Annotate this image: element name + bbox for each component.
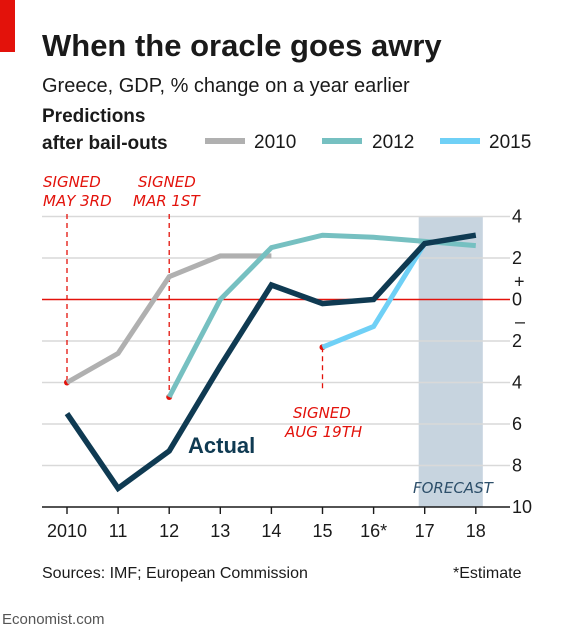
x-tick-label: 14	[261, 521, 281, 541]
x-tick-label: 2010	[47, 521, 87, 541]
y-tick-label: 2	[512, 331, 522, 351]
forecast-label: FORECAST	[413, 479, 495, 497]
y-tick-label: 6	[512, 414, 522, 434]
annotation-signed-2010-line2: MAY 3RD	[43, 192, 112, 210]
series-lines	[64, 232, 477, 493]
annotation-signed-2015-line1: SIGNED	[293, 404, 351, 422]
annotation-signed-2012-line2: MAR 1ST	[133, 192, 201, 210]
x-axis-ticks: 2010 11 12 13 14 15 16* 17 18	[47, 507, 486, 541]
x-tick-label: 17	[415, 521, 435, 541]
y-sign-minus: –	[515, 312, 525, 332]
actual-series-label: Actual	[188, 433, 255, 458]
y-axis-ticks: 4 2 0 2 4 6 8 10 + –	[512, 207, 532, 518]
y-sign-plus: +	[514, 272, 525, 292]
x-tick-label: 18	[466, 521, 486, 541]
y-tick-label: 4	[512, 373, 522, 393]
y-tick-label: 4	[512, 207, 522, 227]
source-note: Sources: IMF; European Commission	[42, 565, 308, 582]
x-tick-label: 15	[312, 521, 332, 541]
brand-label: Economist.com	[2, 611, 105, 628]
brand-red-tab	[0, 0, 15, 52]
legend-title-line1: Predictions	[42, 106, 145, 127]
chart-subtitle: Greece, GDP, % change on a year earlier	[42, 75, 410, 97]
y-tick-label: 2	[512, 248, 522, 268]
legend-label-p2010: 2010	[254, 132, 296, 153]
x-tick-label: 13	[210, 521, 230, 541]
gridlines	[42, 215, 510, 508]
annotation-signed-2012-line1: SIGNED	[138, 173, 196, 191]
annotation-signed-2010-line1: SIGNED	[43, 173, 101, 191]
x-tick-label: 12	[159, 521, 179, 541]
y-tick-label: 0	[512, 290, 522, 310]
series-line-p2010	[65, 253, 272, 385]
legend-label-p2012: 2012	[372, 132, 414, 153]
legend-label-p2015: 2015	[489, 132, 531, 153]
x-tick-label: 11	[109, 521, 128, 541]
y-tick-label: 10	[512, 497, 532, 517]
legend-title-line2: after bail-outs	[42, 133, 168, 154]
forecast-band	[418, 216, 483, 507]
x-tick-label: 16*	[360, 521, 387, 541]
annotation-signed-2015-line2: AUG 19TH	[284, 423, 362, 441]
legend: 2010 2012 2015	[205, 132, 531, 153]
series-line-actual	[64, 232, 477, 493]
chart-title: When the oracle goes awry	[42, 28, 442, 63]
estimate-footnote: *Estimate	[453, 565, 522, 582]
y-tick-label: 8	[512, 456, 522, 476]
